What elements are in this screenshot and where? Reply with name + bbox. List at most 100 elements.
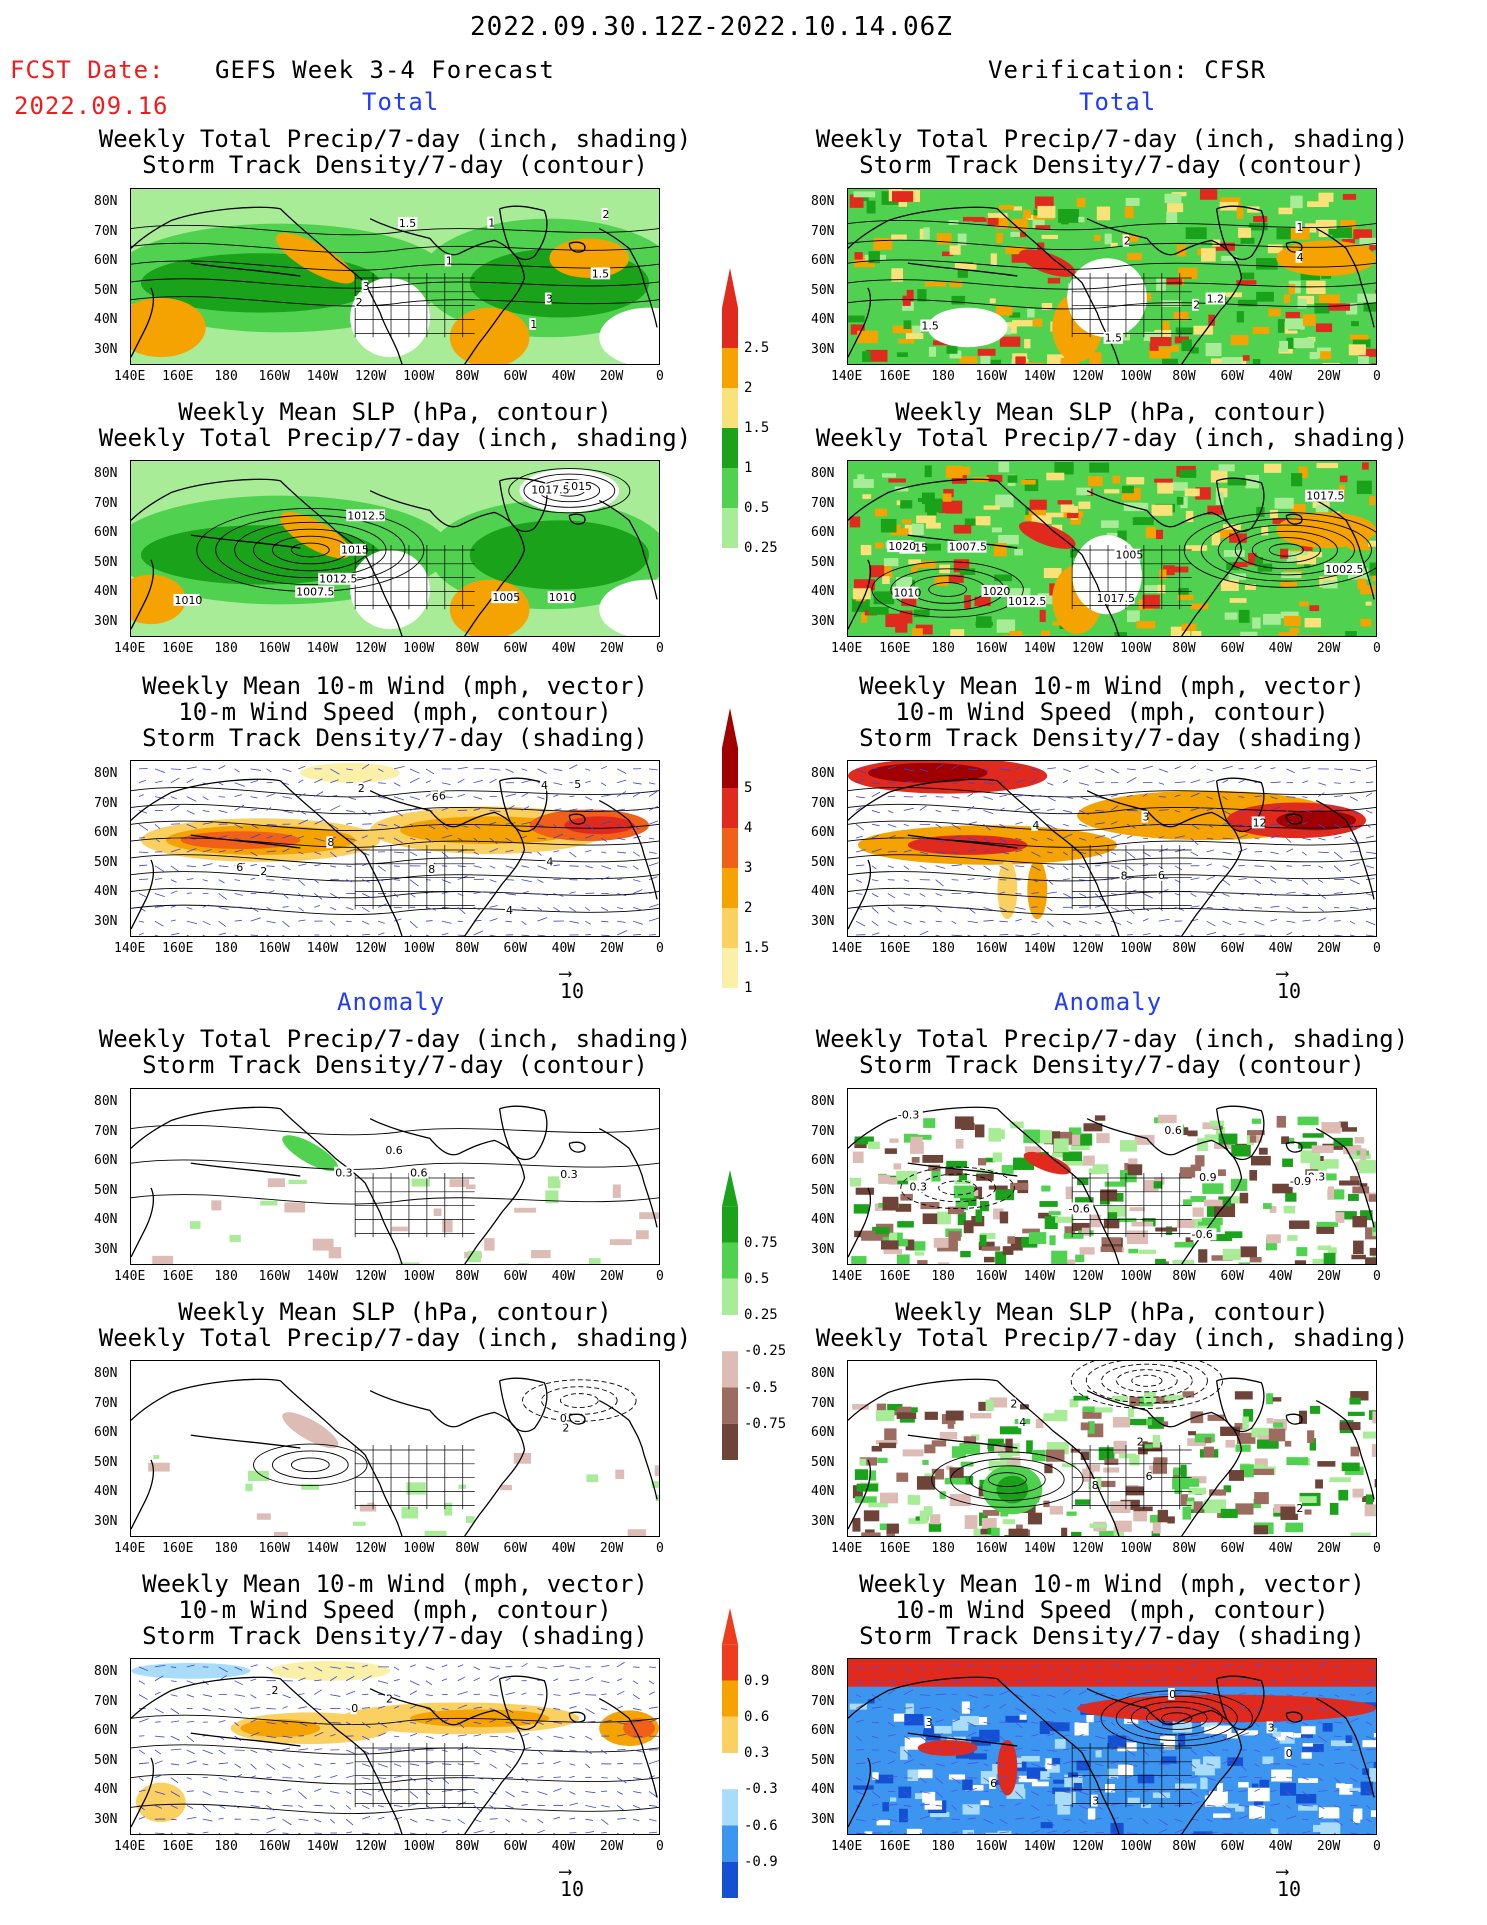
lon-label: 20W: [1316, 941, 1341, 956]
colorbar-swatch: [722, 388, 738, 428]
precip-max: [1018, 521, 1076, 549]
vector-reference-value: 10: [560, 1877, 585, 1901]
lon-label: 0: [656, 941, 664, 956]
colorbar-label: 0.75: [744, 1234, 778, 1251]
contour-label-bg: [427, 862, 434, 875]
panel-title-line: Weekly Mean SLP (hPa, contour): [895, 398, 1329, 426]
lon-label: 60W: [503, 1269, 527, 1284]
lat-label: 30N: [811, 1241, 835, 1257]
shading-region: [867, 762, 988, 783]
contour-label-bg: [1156, 868, 1164, 881]
contour-label-bg: [1018, 1416, 1025, 1429]
contour-label-bg: [1295, 1501, 1302, 1514]
lat-label: 30N: [94, 1513, 118, 1529]
left-column-title: GEFS Week 3-4 Forecast: [215, 56, 555, 84]
contour-label: 4: [506, 904, 513, 917]
colorbar-swatches: [722, 268, 738, 548]
lon-label: 0: [656, 1839, 664, 1854]
lon-label: 180: [931, 1269, 955, 1284]
contour-label-bg: [1031, 818, 1038, 831]
lon-label: 100W: [1120, 1839, 1152, 1854]
contour-label-bg: [529, 317, 536, 330]
zonal-contours: [848, 787, 1376, 916]
lon-label: 40W: [1268, 1269, 1293, 1284]
map-canvas: 0.30.30.60.9-0.3-0.6-0.9-0.6: [848, 1089, 1376, 1264]
panel-title-line: Storm Track Density/7-day (shading): [859, 1622, 1365, 1650]
colorbar-swatch: [722, 788, 738, 828]
map-canvas: 20: [131, 1361, 659, 1536]
shading-cells: [148, 1452, 659, 1536]
coastline: [848, 1675, 1375, 1834]
colorbar-label: 0.3: [744, 1745, 770, 1761]
contour-label: 1.5: [1105, 332, 1122, 345]
lon-label: 40W: [551, 1839, 576, 1854]
lon-label: 140W: [1023, 941, 1056, 956]
map-panel-l6: 0 2 2: [130, 1658, 660, 1835]
shading-cells: [852, 1391, 1376, 1536]
colorbar-tip: [722, 1608, 738, 1645]
contour-label: 1: [488, 217, 495, 230]
panel-title-line: Weekly Total Precip/7-day (inch, shading…: [815, 424, 1409, 452]
lon-label: 80W: [455, 369, 479, 384]
lat-label: 80N: [811, 1664, 835, 1679]
lon-label: 160E: [162, 1269, 194, 1284]
vector-arrow-icon: ⟶: [1277, 1861, 1288, 1882]
contour-label-bg: [989, 1777, 996, 1789]
panel-title-line: 10-m Wind Speed (mph, contour): [895, 698, 1329, 726]
lon-label: 40W: [1268, 941, 1293, 956]
lat-label: 30N: [811, 1513, 835, 1529]
contour-label-bg: [1091, 1794, 1098, 1807]
contour-set: [253, 1443, 368, 1487]
contour-label: 1010: [893, 587, 921, 600]
lon-label: 100W: [1120, 641, 1152, 656]
contour-label-bg: [1190, 1228, 1217, 1241]
lon-label: 0: [1373, 369, 1381, 384]
lon-label: 140W: [306, 941, 339, 956]
lat-label: 50N: [811, 282, 835, 298]
shading-region: [564, 816, 635, 835]
lon-label: 60W: [503, 1839, 527, 1854]
lon-label: 0: [1373, 941, 1381, 956]
contour-label: 2: [271, 1684, 278, 1697]
lon-label: 180: [931, 941, 955, 956]
lon-label: 140E: [114, 1269, 146, 1284]
lon-label: 140W: [1023, 1839, 1056, 1854]
shading-region: [907, 835, 1028, 855]
map-panel-r2: 1010 1012.5 1015 1017.5 1007.5 1005 1002.5 1020…: [847, 460, 1377, 637]
zonal-contours: [848, 219, 1376, 310]
contour-label-bg: [1192, 298, 1199, 311]
contour-label-bg: [1007, 595, 1046, 608]
panel-title-line: Storm Track Density/7-day (shading): [859, 724, 1365, 752]
lon-label: 40W: [1268, 1541, 1293, 1556]
colorbar-swatches: [722, 708, 738, 988]
contour-label: 6: [432, 791, 439, 804]
contour-label-bg: [1305, 489, 1345, 502]
colorbar-swatch: [722, 1242, 738, 1279]
state-borders: [1071, 545, 1192, 610]
colorbar-label: 0.5: [744, 500, 770, 516]
panel-title-line: Weekly Mean 10-m Wind (mph, vector): [859, 1570, 1365, 1598]
colorbar-swatch: [722, 868, 738, 908]
contour-label: 1.5: [399, 217, 416, 230]
panel-title-line: Weekly Total Precip/7-day (inch, shading…: [815, 125, 1409, 153]
contour-label: 2: [562, 1421, 569, 1434]
coastline: [848, 1377, 1375, 1536]
contour-label-bg: [270, 1684, 277, 1696]
colorbar-swatch: [722, 1753, 738, 1790]
contour-label: 2: [602, 208, 609, 221]
panel-title-line: Storm Track Density/7-day (contour): [859, 151, 1365, 179]
zonal-contours: [131, 1124, 659, 1205]
contour-label: 1017.5: [531, 483, 569, 496]
colorbar-swatches: [722, 1608, 738, 1898]
lon-label: 160W: [975, 1269, 1007, 1284]
colorbar-total-precip: [720, 268, 740, 548]
lat-label: 60N: [811, 1425, 835, 1440]
colorbar-label: -0.6: [744, 1817, 778, 1834]
contour-label-bg: [444, 254, 452, 267]
colorbar-swatch: [722, 468, 738, 508]
lat-label: 40N: [811, 1212, 835, 1227]
lon-label: 160W: [975, 1541, 1007, 1556]
lon-label: 20W: [1316, 1839, 1341, 1854]
shading-band: [848, 1659, 1376, 1687]
